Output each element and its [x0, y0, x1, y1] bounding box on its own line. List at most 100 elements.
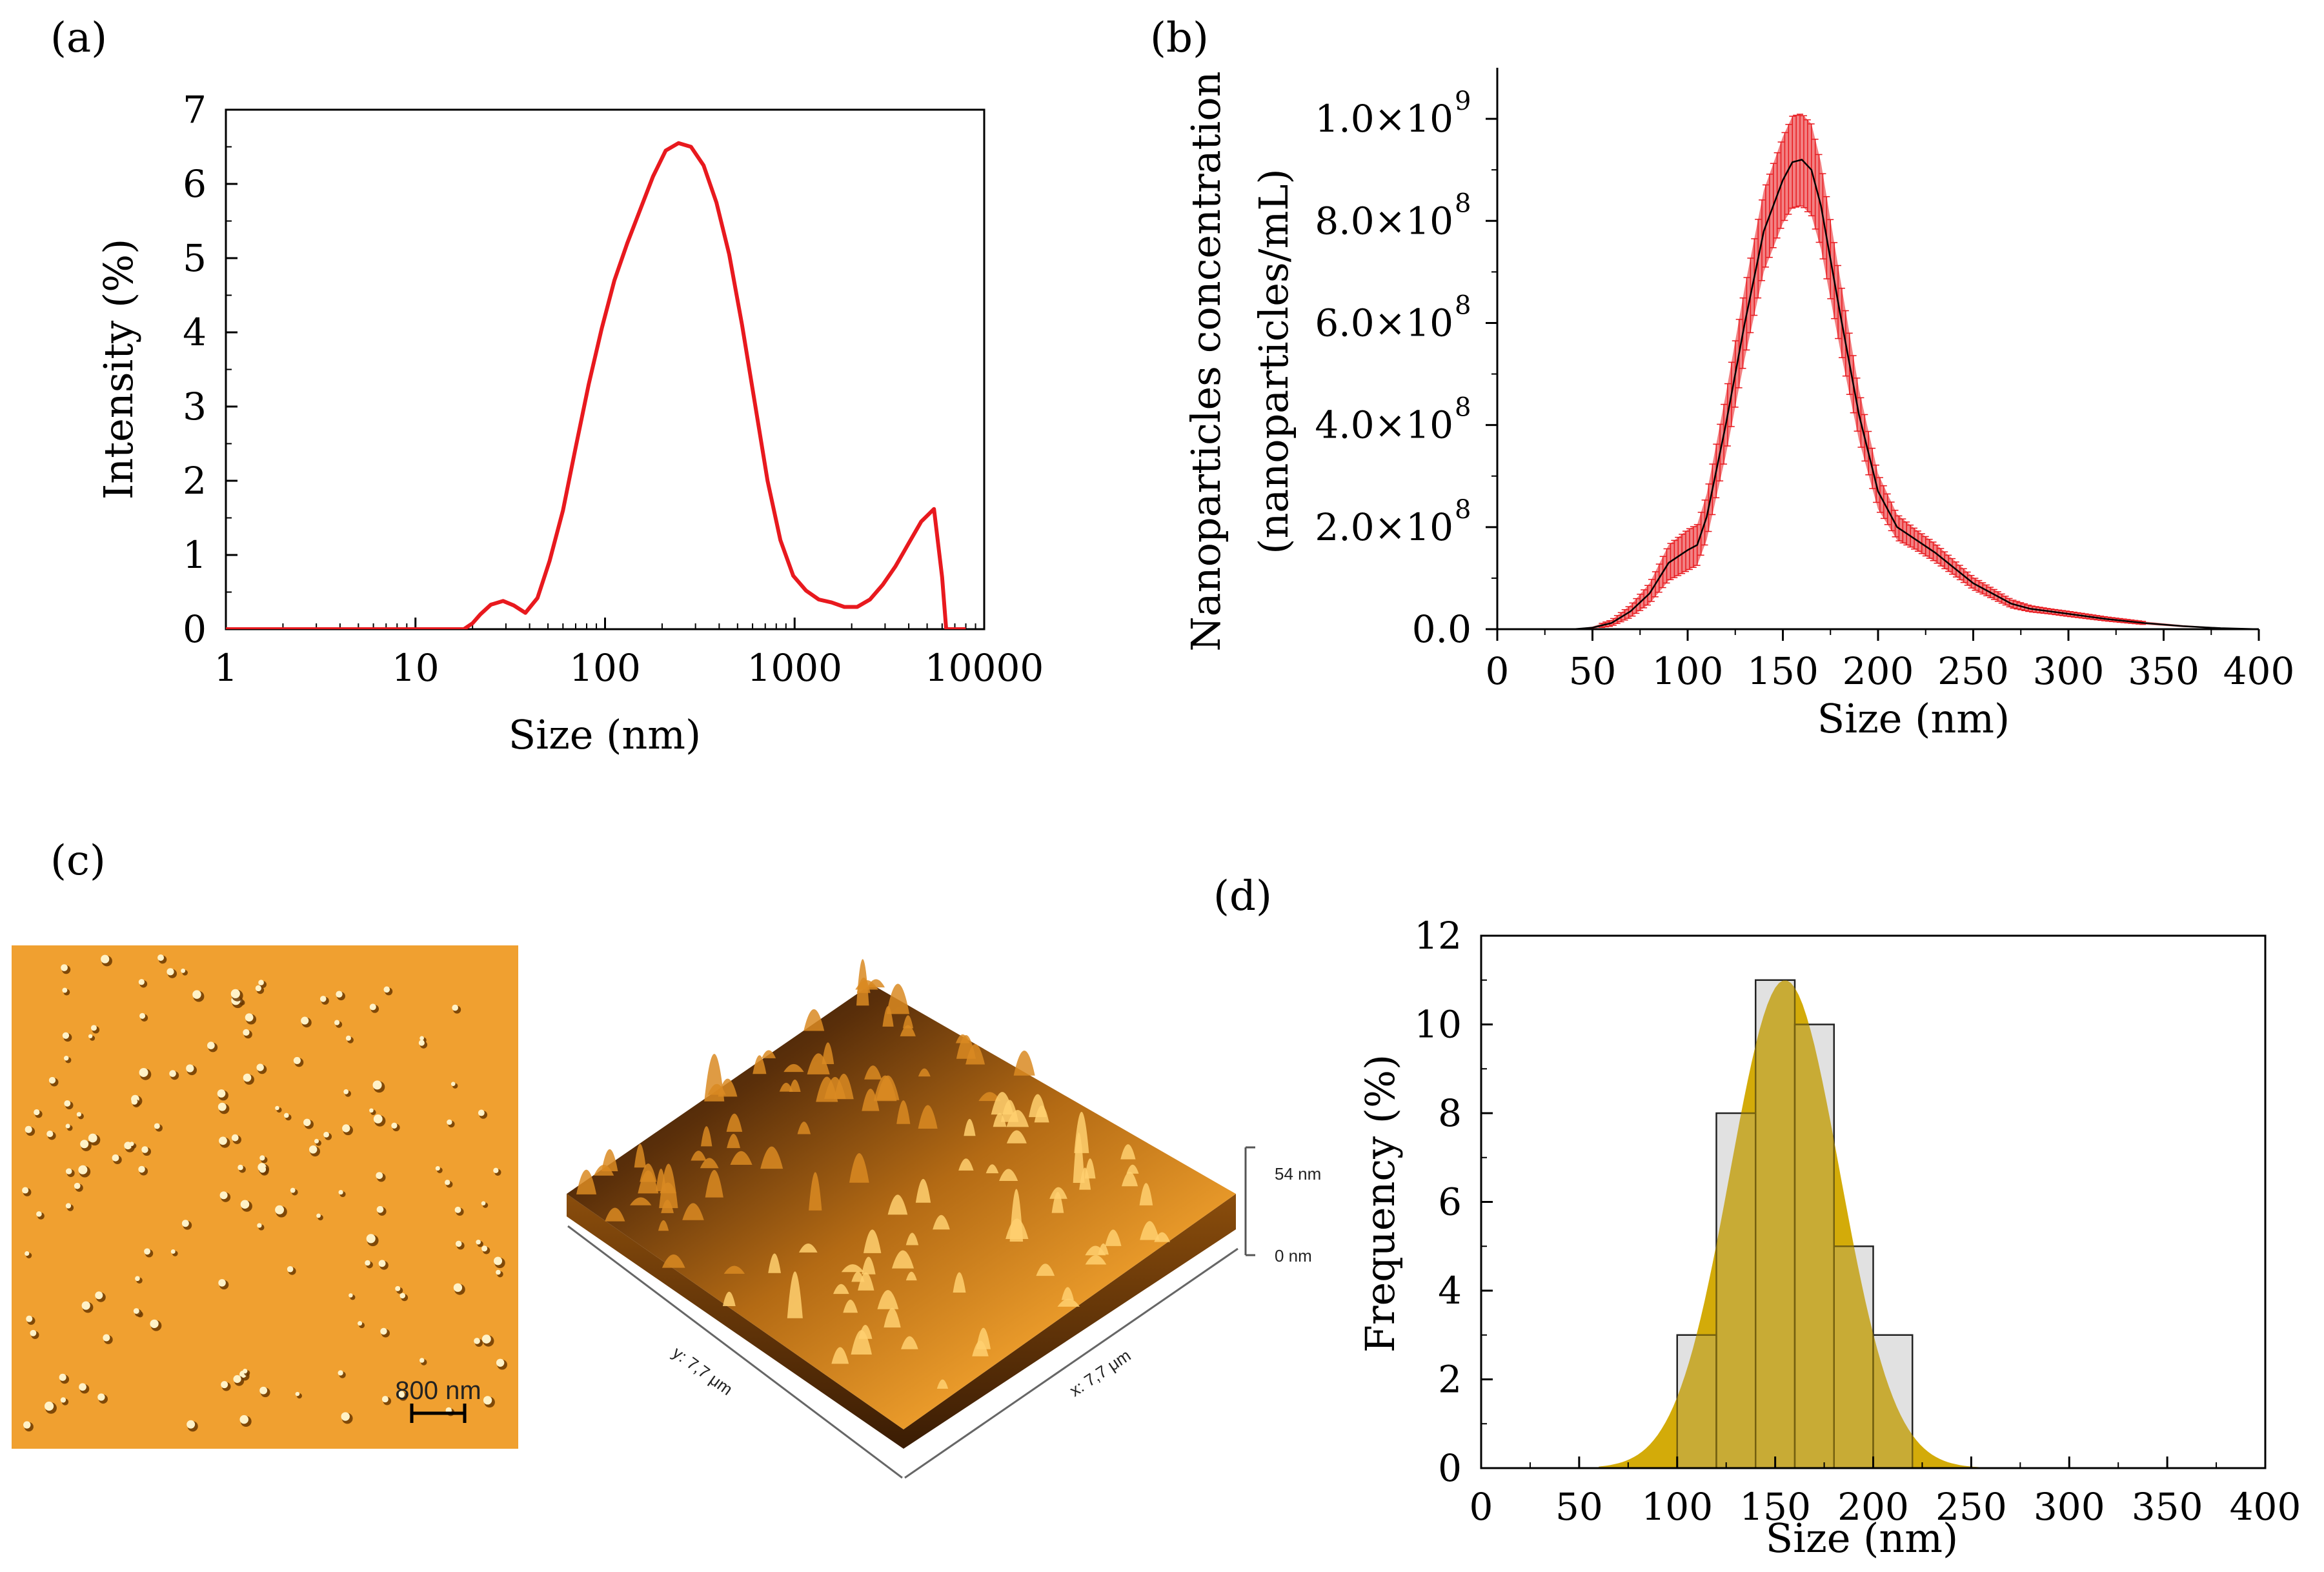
scale-bar-label: 800 nm [395, 1376, 481, 1405]
particle [381, 1396, 389, 1403]
y-ticks: 0.02.0×10 84.0×10 86.0×10 88.0×10 81.0×10 9 [1315, 86, 1497, 651]
y-tick-label: 6 [183, 162, 207, 206]
particle [90, 1025, 97, 1031]
panel-label-a: (a) [50, 14, 107, 62]
surface-peak [993, 1113, 1007, 1127]
particle [230, 989, 240, 998]
surface-peak [787, 1271, 803, 1318]
particle [150, 1319, 159, 1328]
surface-peak [1085, 1255, 1107, 1265]
particle [169, 1070, 176, 1077]
particle [25, 1251, 30, 1256]
particle [186, 1064, 194, 1073]
y-ticks: 0 1 2 3 4 5 6 7 [183, 88, 237, 651]
particle [46, 1131, 54, 1138]
particle [36, 1211, 42, 1217]
particle [284, 1113, 289, 1118]
x-tick-label: 10000 [925, 646, 1044, 690]
particle [369, 1108, 374, 1113]
particle [139, 1013, 146, 1019]
particle [22, 1187, 29, 1194]
particle [139, 1067, 148, 1077]
particle [314, 1138, 319, 1144]
afm-2d-background [12, 945, 518, 1449]
particle [103, 1334, 110, 1342]
y-tick-label: 12 [1414, 914, 1462, 958]
particle [245, 1013, 254, 1022]
particle [231, 1134, 239, 1142]
surface-peak [798, 1244, 818, 1253]
particle [129, 1142, 134, 1146]
x-ticks: 0 50 100 150 200 250 300 350 400 [1486, 629, 2295, 693]
surface-peak [862, 1089, 880, 1111]
particle [138, 1165, 145, 1173]
particle [64, 1100, 71, 1107]
surface-peak [964, 1118, 976, 1136]
surface-peak [1140, 1221, 1160, 1240]
particle [483, 1396, 492, 1405]
particle [259, 1165, 267, 1173]
surface-peak [873, 1075, 897, 1102]
particle [59, 1373, 66, 1381]
surface-peak [902, 1015, 914, 1029]
surface-peak [905, 1233, 919, 1245]
particle [34, 1109, 40, 1116]
particle [61, 964, 68, 971]
particle [217, 1102, 227, 1111]
particle [221, 1381, 228, 1389]
particle [112, 1154, 119, 1162]
concentration-line [1497, 159, 2259, 629]
particle [30, 1329, 37, 1336]
particle [97, 1393, 105, 1401]
surface-peak [630, 1197, 652, 1205]
x-tick-label: 250 [1935, 1485, 2007, 1529]
particle [338, 1370, 343, 1376]
particle [60, 1397, 66, 1403]
particle [218, 1279, 226, 1287]
surface-peak [863, 1229, 882, 1253]
particle [452, 1004, 458, 1011]
y-tick-label: 0 [183, 607, 207, 651]
particle [316, 1213, 321, 1218]
surface-peak [1057, 1298, 1080, 1307]
surface-peak [809, 1172, 822, 1211]
surface-peak [753, 1055, 767, 1074]
surface-peak [936, 1379, 949, 1389]
surface-peak [822, 1042, 834, 1065]
x-tick-label: 400 [2223, 649, 2295, 693]
surface-peak [605, 1207, 625, 1222]
intensity-line [226, 141, 966, 629]
particle [101, 954, 110, 963]
particle [287, 1265, 294, 1273]
particle [44, 1401, 54, 1411]
particle [170, 1249, 176, 1254]
particle [62, 1032, 70, 1039]
y-tick-label: 2.0×10 [1315, 505, 1453, 549]
y-tick-label: 0 [1438, 1446, 1462, 1490]
particle [435, 1165, 440, 1171]
x-tick-label: 350 [2128, 649, 2199, 693]
y-axis-label-line1: Nanoparticles concentration [1182, 71, 1229, 651]
particle [239, 1415, 248, 1424]
surface-peak [730, 1151, 753, 1165]
particle [157, 954, 165, 962]
surface-peak [884, 1307, 901, 1328]
surface-peak [831, 1347, 849, 1364]
particle [341, 1412, 350, 1421]
particle [74, 1182, 81, 1189]
particle [192, 990, 201, 999]
particle [481, 1245, 488, 1252]
surface-peak [841, 1264, 864, 1273]
particle [65, 1124, 70, 1129]
particle [187, 1420, 196, 1429]
particle [88, 1034, 93, 1038]
surface-peak [634, 1144, 646, 1168]
z-label-top: 54 nm [1275, 1164, 1321, 1184]
x-tick-label: 150 [1739, 1485, 1811, 1529]
surface-peak [779, 1082, 793, 1092]
surface-peak [1005, 1218, 1029, 1240]
surface-peak [985, 1164, 999, 1174]
particle [243, 1368, 248, 1374]
surface-peak [723, 1265, 745, 1274]
